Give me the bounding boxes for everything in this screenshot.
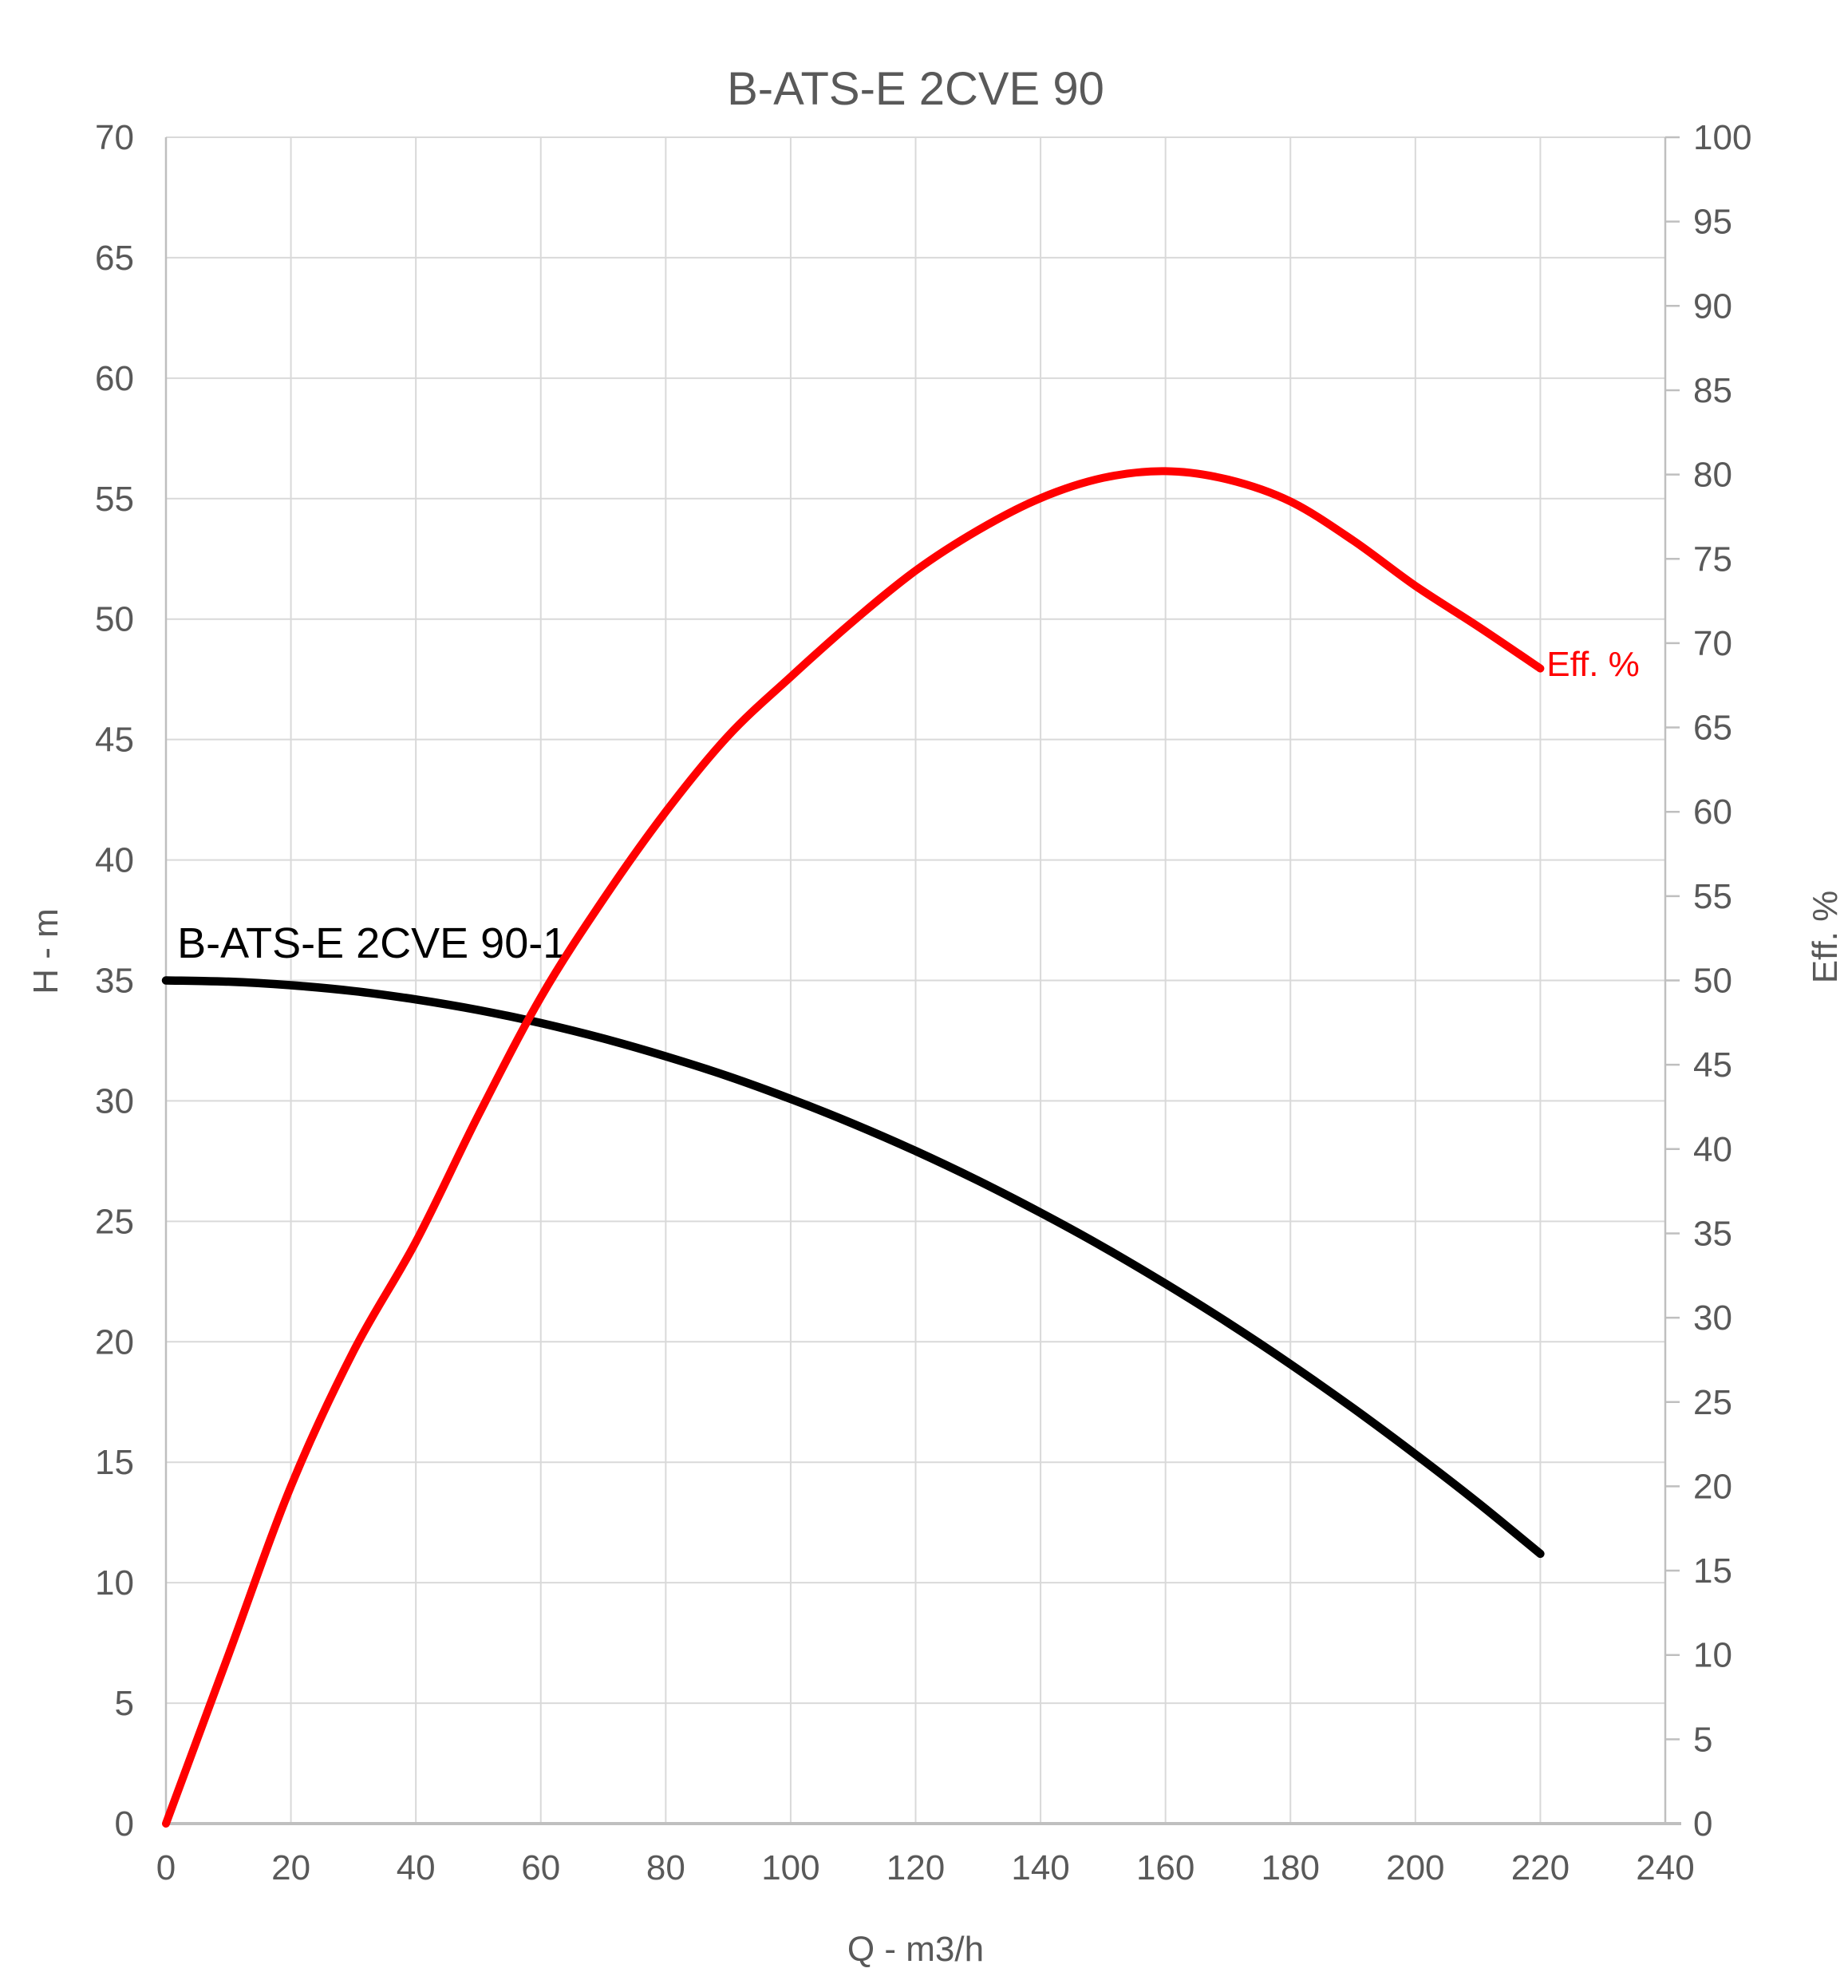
- x-axis-tick-label: 120: [886, 1848, 945, 1887]
- x-axis-title: Q - m3/h: [847, 1930, 985, 1969]
- left-y-axis-title: H - m: [26, 908, 65, 994]
- left-axis-tick-label: 40: [95, 841, 134, 880]
- x-axis-tick-label: 180: [1262, 1848, 1320, 1887]
- x-axis-tick-label: 0: [156, 1848, 176, 1887]
- x-axis-tick-label: 140: [1011, 1848, 1069, 1887]
- right-axis-tick-label: 80: [1693, 456, 1732, 495]
- right-axis-tick-label: 70: [1693, 624, 1732, 663]
- right-axis-tick-label: 25: [1693, 1383, 1732, 1422]
- right-axis-tick-label: 5: [1693, 1720, 1712, 1759]
- left-axis-tick-label: 65: [95, 239, 134, 278]
- x-axis-tick-label: 220: [1511, 1848, 1570, 1887]
- right-axis-tick-label: 0: [1693, 1804, 1712, 1844]
- x-axis-tick-label: 160: [1136, 1848, 1194, 1887]
- left-axis-tick-label: 0: [115, 1804, 134, 1844]
- right-axis-tick-label: 60: [1693, 792, 1732, 832]
- left-axis-tick-label: 25: [95, 1202, 134, 1241]
- x-axis-tick-label: 20: [271, 1848, 310, 1887]
- left-axis-tick-label: 70: [95, 118, 134, 157]
- right-axis-tick-label: 55: [1693, 877, 1732, 916]
- right-axis-tick-label: 90: [1693, 287, 1732, 326]
- x-axis-tick-label: 240: [1636, 1848, 1694, 1887]
- x-axis-tick-label: 100: [761, 1848, 819, 1887]
- left-axis-tick-label: 10: [95, 1563, 134, 1603]
- right-axis-tick-label: 30: [1693, 1298, 1732, 1338]
- left-axis-tick-label: 55: [95, 480, 134, 519]
- right-axis-tick-label: 40: [1693, 1130, 1732, 1169]
- efficiency-curve: [162, 467, 1545, 1828]
- efficiency-curve-label: Eff. %: [1546, 645, 1640, 684]
- right-axis-tick-label: 10: [1693, 1636, 1732, 1675]
- right-axis-tick-label: 35: [1693, 1214, 1732, 1253]
- x-axis-tick-label: 40: [397, 1848, 436, 1887]
- left-axis-tick-label: 45: [95, 721, 134, 760]
- right-axis-tick-label: 65: [1693, 709, 1732, 748]
- head-curve-label: B-ATS-E 2CVE 90-1: [177, 919, 567, 967]
- left-axis-tick-label: 60: [95, 359, 134, 398]
- right-y-axis-title: Eff. %: [1806, 890, 1845, 984]
- left-axis-tick-label: 15: [95, 1443, 134, 1482]
- right-axis-tick-label: 15: [1693, 1551, 1732, 1591]
- left-axis-tick-label: 20: [95, 1322, 134, 1362]
- right-axis-tick-label: 45: [1693, 1045, 1732, 1085]
- right-axis-tick-label: 85: [1693, 371, 1732, 410]
- x-axis-tick-label: 200: [1386, 1848, 1444, 1887]
- left-axis-tick-label: 5: [115, 1684, 134, 1723]
- right-axis-tick-label: 95: [1693, 203, 1732, 242]
- x-axis-tick-label: 60: [521, 1848, 560, 1887]
- right-axis-tick-label: 50: [1693, 962, 1732, 1001]
- right-axis-tick-label: 20: [1693, 1467, 1732, 1506]
- head-curve: [161, 976, 1545, 1559]
- x-axis-tick-label: 80: [646, 1848, 685, 1887]
- left-axis-tick-label: 35: [95, 962, 134, 1001]
- right-axis-tick-label: 100: [1693, 118, 1751, 157]
- chart-title: B-ATS-E 2CVE 90: [727, 63, 1104, 115]
- left-axis-tick-label: 30: [95, 1081, 134, 1120]
- right-axis-tick-label: 75: [1693, 539, 1732, 579]
- left-axis-tick-label: 50: [95, 600, 134, 639]
